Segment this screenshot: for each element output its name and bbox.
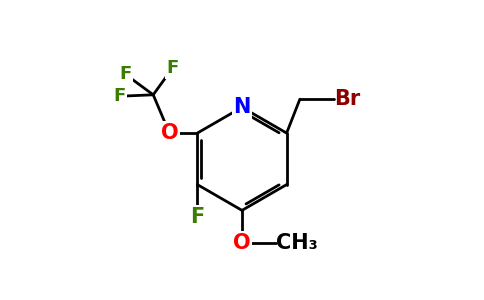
Text: F: F [166,59,179,77]
Text: F: F [119,65,131,83]
Text: Br: Br [334,89,361,109]
Text: O: O [161,123,178,143]
Text: O: O [233,233,251,253]
Text: CH₃: CH₃ [276,233,318,253]
Text: F: F [113,87,125,105]
Text: F: F [190,207,205,227]
Text: N: N [233,97,251,117]
